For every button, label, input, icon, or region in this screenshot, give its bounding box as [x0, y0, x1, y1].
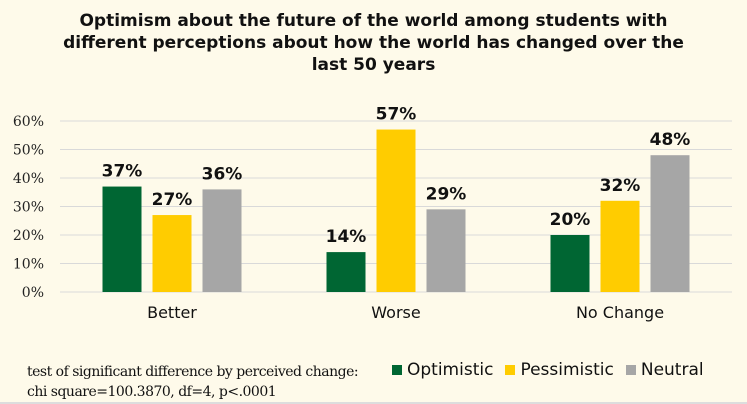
- bar-optimistic: [550, 235, 590, 292]
- note-line: test of significant difference by percei…: [27, 364, 359, 380]
- title-line: last 50 years: [311, 55, 436, 75]
- legend: Optimistic Pessimistic Neutral: [392, 360, 704, 380]
- legend-item-neutral: Neutral: [625, 360, 704, 380]
- bar-pessimistic: [600, 200, 640, 292]
- data-label: 27%: [152, 190, 193, 210]
- legend-swatch: [505, 365, 516, 375]
- stat-note: test of significant difference by percei…: [27, 362, 359, 402]
- x-tick-label: No Change: [576, 303, 664, 322]
- data-label: 57%: [376, 105, 417, 125]
- data-label: 20%: [550, 210, 591, 230]
- y-tick-label: 20%: [13, 228, 44, 244]
- legend-swatch: [625, 365, 636, 375]
- legend-swatch: [392, 365, 402, 375]
- x-tick-label: Better: [147, 303, 197, 322]
- bar-neutral: [650, 155, 690, 292]
- legend-item-pessimistic: Pessimistic: [505, 360, 614, 380]
- data-label: 32%: [600, 176, 641, 196]
- y-tick-label: 30%: [13, 200, 44, 216]
- data-label: 37%: [102, 162, 143, 182]
- x-tick-label: Worse: [371, 303, 420, 322]
- data-label: 48%: [650, 130, 691, 150]
- note-line: chi square=100.3870, df=4, p<.0001: [27, 384, 277, 400]
- bar-optimistic: [102, 186, 142, 292]
- legend-label: Pessimistic: [520, 360, 614, 380]
- y-tick-label: 50%: [13, 143, 44, 159]
- title-line: Optimism about the future of the world a…: [79, 11, 668, 31]
- y-tick-label: 0%: [22, 285, 44, 301]
- bar-optimistic: [326, 252, 366, 292]
- y-tick-label: 10%: [13, 257, 44, 273]
- legend-label: Neutral: [640, 360, 704, 380]
- legend-label: Optimistic: [407, 360, 494, 380]
- title-line: different perceptions about how the worl…: [63, 33, 684, 53]
- bar-pessimistic: [376, 129, 416, 292]
- y-tick-label: 60%: [13, 114, 44, 130]
- bar-pessimistic: [152, 215, 192, 292]
- chart-title: Optimism about the future of the world a…: [0, 10, 747, 76]
- y-tick-label: 40%: [13, 171, 44, 187]
- data-label: 29%: [426, 184, 467, 204]
- bar-neutral: [202, 189, 242, 292]
- legend-item-optimistic: Optimistic: [392, 360, 493, 380]
- data-label: 14%: [326, 227, 367, 247]
- data-label: 36%: [202, 164, 243, 184]
- bar-neutral: [426, 209, 466, 292]
